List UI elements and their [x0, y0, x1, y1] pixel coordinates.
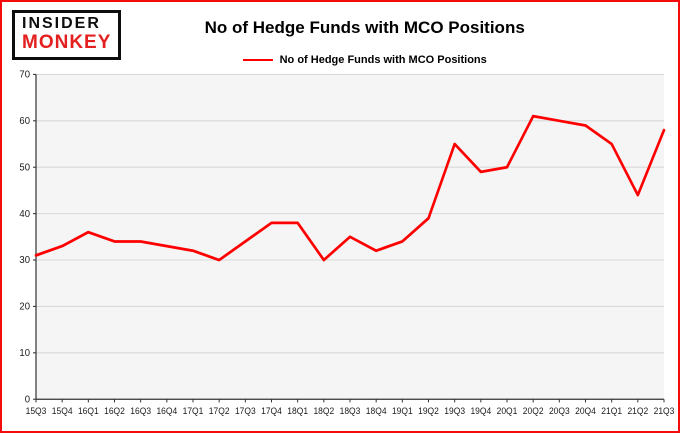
- x-tick-label: 18Q4: [366, 406, 387, 416]
- legend: No of Hedge Funds with MCO Positions: [242, 54, 487, 66]
- series-line: [34, 114, 666, 262]
- legend-line-swatch: [242, 59, 273, 61]
- x-tick-label: 17Q2: [209, 406, 230, 416]
- x-tick-label: 20Q4: [575, 406, 596, 416]
- y-tick-label: 20: [19, 301, 30, 312]
- logo-text-insider: INSIDER: [22, 15, 101, 32]
- x-tick-label: 16Q1: [78, 406, 99, 416]
- x-tick-label: 16Q4: [156, 406, 177, 416]
- x-tick-label: 20Q1: [497, 406, 518, 416]
- x-tick-label: 21Q2: [627, 406, 648, 416]
- x-tick-label: 16Q3: [130, 406, 151, 416]
- x-tick-label: 19Q2: [418, 406, 439, 416]
- x-tick-label: 16Q2: [104, 406, 125, 416]
- x-tick-label: 18Q1: [287, 406, 308, 416]
- logo-text-monkey: MONKEY: [22, 31, 112, 53]
- x-tick-label: 15Q4: [52, 406, 73, 416]
- y-tick-label: 50: [19, 162, 30, 173]
- x-tick-label: 17Q3: [235, 406, 256, 416]
- x-tick-label: 18Q3: [340, 406, 361, 416]
- x-tick-label: 19Q4: [470, 406, 491, 416]
- x-tick-label: 21Q3: [654, 406, 674, 416]
- header: INSIDER MONKEY No of Hedge Funds with MC…: [2, 2, 678, 66]
- y-tick-label: 70: [19, 69, 30, 80]
- chart-title: No of Hedge Funds with MCO Positions: [204, 18, 525, 37]
- y-tick-label: 60: [19, 116, 30, 127]
- line-chart: 0 10 20 30 40 50 60 70 15Q3 15Q4 16Q1 16Q2 16Q3 16Q4 1…: [19, 69, 674, 416]
- x-tick-label: 17Q1: [183, 406, 204, 416]
- y-tick-label: 30: [19, 255, 30, 266]
- y-tick-label: 0: [25, 394, 31, 405]
- x-tick-label: 19Q1: [392, 406, 413, 416]
- x-tick-label: 20Q3: [549, 406, 570, 416]
- title-block: No of Hedge Funds with MCO Positions No …: [121, 10, 608, 66]
- x-tick-label: 20Q2: [523, 406, 544, 416]
- x-tick-label: 17Q4: [261, 406, 282, 416]
- insider-monkey-logo: INSIDER MONKEY: [12, 10, 122, 60]
- chart-area: 0 10 20 30 40 50 60 70 15Q3 15Q4 16Q1 16Q2 16Q3 16Q4 1…: [2, 66, 678, 431]
- legend-label: No of Hedge Funds with MCO Positions: [279, 54, 487, 66]
- x-tick-label: 15Q3: [26, 406, 47, 416]
- x-tick-label: 21Q1: [601, 406, 622, 416]
- y-tick-label: 40: [19, 209, 30, 220]
- x-tick-label: 18Q2: [313, 406, 334, 416]
- x-tick-label: 19Q3: [444, 406, 465, 416]
- y-tick-label: 10: [19, 348, 30, 359]
